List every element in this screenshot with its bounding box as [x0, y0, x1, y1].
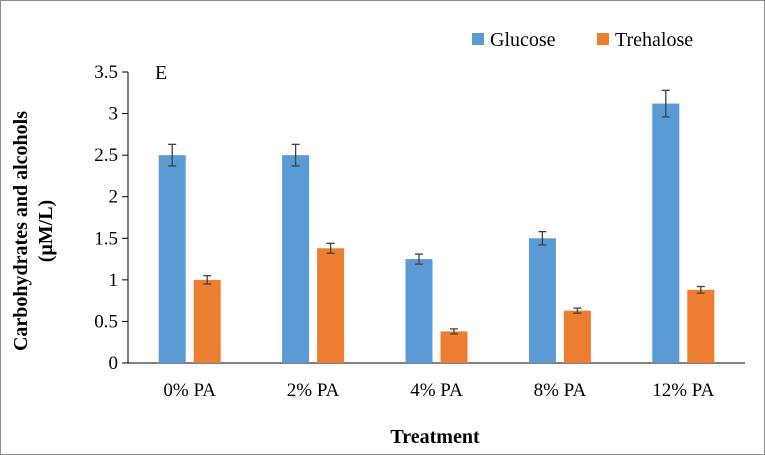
x-tick-label: 4% PA [410, 380, 463, 401]
legend-swatch-glucose [472, 33, 484, 45]
bar-trehalose-5 [687, 289, 715, 363]
x-tick-label: 8% PA [534, 380, 587, 401]
legend-swatch-trehalose [597, 33, 609, 45]
error-bar-trehalose-4 [573, 307, 582, 314]
y-tick-label: 1 [109, 270, 119, 291]
x-tick-label: 0% PA [163, 380, 216, 401]
y-tick-label: 3 [109, 104, 119, 125]
bar-trehalose-4 [563, 310, 591, 363]
error-bar-glucose-2 [291, 143, 300, 167]
x-axis-title: Treatment [390, 426, 480, 448]
y-axis-title: Carbohydrates and alcohols (μM/L) [10, 111, 57, 351]
x-axis-ticks: 0% PA 2% PA 4% PA 8% PA 12% PA [163, 380, 714, 401]
bars [158, 103, 715, 363]
error-bars [168, 89, 705, 335]
y-axis-title-line-2: (μM/L) [35, 200, 57, 262]
x-tick-label: 2% PA [287, 380, 340, 401]
legend-label-trehalose: Trehalose [615, 29, 693, 51]
error-bar-trehalose-1 [203, 275, 212, 285]
x-tick-label: 12% PA [652, 380, 714, 401]
error-bar-trehalose-2 [326, 242, 335, 254]
error-bar-glucose-4 [538, 230, 547, 246]
legend: Glucose Trehalose [472, 29, 693, 51]
error-bar-trehalose-5 [696, 285, 705, 294]
legend-label-glucose: Glucose [490, 29, 556, 51]
bar-trehalose-2 [317, 248, 345, 363]
error-bar-glucose-1 [168, 143, 177, 167]
bar-glucose-3 [405, 259, 433, 363]
y-axis-title-line-1: Carbohydrates and alcohols [10, 111, 32, 351]
y-tick-label: 2.5 [94, 145, 118, 166]
bar-trehalose-1 [193, 279, 221, 363]
bar-trehalose-3 [440, 331, 468, 363]
y-tick-label: 2 [109, 187, 119, 208]
y-axis-ticks: 0 0.5 1 1.5 2 2.5 3 3.5 [94, 62, 128, 374]
y-tick-label: 1.5 [94, 228, 118, 249]
panel-label: E [155, 62, 167, 84]
error-bar-trehalose-3 [450, 328, 458, 335]
bar-glucose-2 [282, 155, 310, 363]
bar-glucose-5 [652, 103, 680, 363]
y-tick-label: 0 [109, 353, 119, 374]
bar-glucose-4 [528, 238, 556, 363]
error-bar-glucose-5 [661, 89, 670, 118]
error-bar-glucose-3 [415, 253, 423, 265]
y-tick-label: 0.5 [94, 311, 118, 332]
y-tick-label: 3.5 [94, 62, 118, 83]
bar-glucose-1 [158, 155, 186, 363]
